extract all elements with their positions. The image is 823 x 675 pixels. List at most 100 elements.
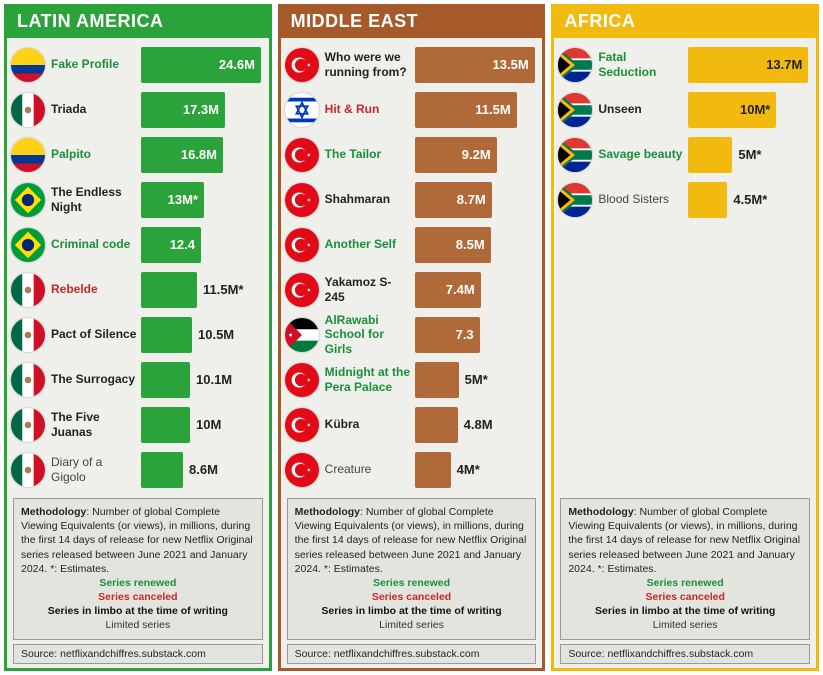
bar-area: 5M* bbox=[415, 362, 537, 398]
series-title: Pact of Silence bbox=[51, 327, 141, 341]
series-title: Kübra bbox=[325, 417, 415, 431]
flag-icon-colombia bbox=[11, 48, 45, 82]
flag-icon-turkey bbox=[285, 48, 319, 82]
bar-area: 7.3 bbox=[415, 317, 537, 353]
chart-row: Savage beauty5M* bbox=[558, 132, 810, 177]
series-title: Rebelde bbox=[51, 282, 141, 296]
chart-row: Who were we running from?13.5M bbox=[285, 42, 537, 87]
flag-icon-colombia bbox=[11, 138, 45, 172]
series-title: Who were we running from? bbox=[325, 50, 415, 79]
methodology-box: Methodology: Number of global Complete V… bbox=[287, 498, 537, 640]
legend-limbo: Series in limbo at the time of writing bbox=[295, 604, 529, 618]
flag-icon-sa bbox=[558, 48, 592, 82]
panel-middle-east: MIDDLE EASTWho were we running from?13.5… bbox=[278, 4, 546, 671]
chart-row: The Tailor9.2M bbox=[285, 132, 537, 177]
chart-row: Criminal code12.4 bbox=[11, 222, 263, 267]
flag-icon-sa bbox=[558, 183, 592, 217]
bar bbox=[141, 272, 197, 308]
bar bbox=[141, 317, 192, 353]
bar: 11.5M bbox=[415, 92, 517, 128]
legend-limbo: Series in limbo at the time of writing bbox=[21, 604, 255, 618]
bar-area: 13M* bbox=[141, 182, 263, 218]
series-title: Midnight at the Pera Palace bbox=[325, 365, 415, 394]
series-title: Unseen bbox=[598, 102, 688, 116]
flag-icon-sa bbox=[558, 138, 592, 172]
bar-area: 4M* bbox=[415, 452, 537, 488]
bar-value: 5M* bbox=[465, 372, 488, 387]
bar-area: 8.7M bbox=[415, 182, 537, 218]
legend-limited: Limited series bbox=[295, 618, 529, 632]
bar-area: 4.8M bbox=[415, 407, 537, 443]
bar-area: 10M bbox=[141, 407, 263, 443]
series-title: Diary of a Gigolo bbox=[51, 455, 141, 484]
bar bbox=[141, 452, 183, 488]
source-box: Source: netflixandchiffres.substack.com bbox=[13, 644, 263, 664]
panel-header: AFRICA bbox=[554, 7, 816, 38]
bar-area: 10M* bbox=[688, 92, 810, 128]
flag-icon-turkey bbox=[285, 228, 319, 262]
flag-icon-israel bbox=[285, 93, 319, 127]
bar: 24.6M bbox=[141, 47, 261, 83]
bar-value: 4.8M bbox=[464, 417, 493, 432]
flag-icon-mexico bbox=[11, 318, 45, 352]
bar-area: 10.5M bbox=[141, 317, 263, 353]
flag-icon-mexico bbox=[11, 363, 45, 397]
chart-row: Diary of a Gigolo8.6M bbox=[11, 447, 263, 492]
bar-value: 11.5M* bbox=[203, 282, 243, 297]
bar: 8.7M bbox=[415, 182, 492, 218]
chart-row: Fatal Seduction13.7M bbox=[558, 42, 810, 87]
bar: 16.8M bbox=[141, 137, 223, 173]
rows-container: Who were we running from?13.5MHit & Run1… bbox=[281, 38, 543, 492]
methodology-text: Methodology: Number of global Complete V… bbox=[295, 505, 529, 576]
bar bbox=[141, 362, 190, 398]
flag-icon-turkey bbox=[285, 453, 319, 487]
chart-row: Kübra 4.8M bbox=[285, 402, 537, 447]
bar-area: 13.7M bbox=[688, 47, 810, 83]
bar-value: 4M* bbox=[457, 462, 480, 477]
bar: 7.4M bbox=[415, 272, 481, 308]
series-title: The Surrogacy bbox=[51, 372, 141, 386]
bar bbox=[688, 137, 732, 173]
chart-row: Unseen10M* bbox=[558, 87, 810, 132]
bar bbox=[415, 452, 451, 488]
panel-latin-america: LATIN AMERICAFake Profile24.6MTriada17.3… bbox=[4, 4, 272, 671]
legend-canceled: Series canceled bbox=[568, 590, 802, 604]
bar bbox=[415, 362, 459, 398]
bar-area: 11.5M* bbox=[141, 272, 263, 308]
flag-icon-turkey bbox=[285, 408, 319, 442]
rows-container: Fake Profile24.6MTriada17.3MPalpito16.8M… bbox=[7, 38, 269, 492]
flag-icon-mexico bbox=[11, 453, 45, 487]
bar: 13.7M bbox=[688, 47, 808, 83]
bar-area: 16.8M bbox=[141, 137, 263, 173]
series-title: AlRawabi School for Girls bbox=[325, 313, 415, 356]
bar: 8.5M bbox=[415, 227, 491, 263]
bar: 12.4 bbox=[141, 227, 201, 263]
chart-row: Rebelde 11.5M* bbox=[11, 267, 263, 312]
bar bbox=[688, 182, 727, 218]
legend-canceled: Series canceled bbox=[295, 590, 529, 604]
series-title: The Five Juanas bbox=[51, 410, 141, 439]
bar-area: 12.4 bbox=[141, 227, 263, 263]
legend-limited: Limited series bbox=[568, 618, 802, 632]
legend-limited: Limited series bbox=[21, 618, 255, 632]
series-title: Creature bbox=[325, 462, 415, 476]
chart-row: Triada17.3M bbox=[11, 87, 263, 132]
chart-row: AlRawabi School for Girls7.3 bbox=[285, 312, 537, 357]
legend-limbo: Series in limbo at the time of writing bbox=[568, 604, 802, 618]
bar-area: 9.2M bbox=[415, 137, 537, 173]
bar-value: 10M bbox=[196, 417, 221, 432]
flag-icon-sa bbox=[558, 93, 592, 127]
bar-area: 17.3M bbox=[141, 92, 263, 128]
source-box: Source: netflixandchiffres.substack.com bbox=[287, 644, 537, 664]
panel-header: LATIN AMERICA bbox=[7, 7, 269, 38]
bar-area: 7.4M bbox=[415, 272, 537, 308]
flag-icon-turkey bbox=[285, 273, 319, 307]
chart-row: The Five Juanas 10M bbox=[11, 402, 263, 447]
legend-renewed: Series renewed bbox=[568, 576, 802, 590]
bar-area: 8.6M bbox=[141, 452, 263, 488]
flag-icon-mexico bbox=[11, 273, 45, 307]
flag-icon-turkey bbox=[285, 183, 319, 217]
series-title: The Endless Night bbox=[51, 185, 141, 214]
bar bbox=[141, 407, 190, 443]
chart-row: Pact of Silence10.5M bbox=[11, 312, 263, 357]
